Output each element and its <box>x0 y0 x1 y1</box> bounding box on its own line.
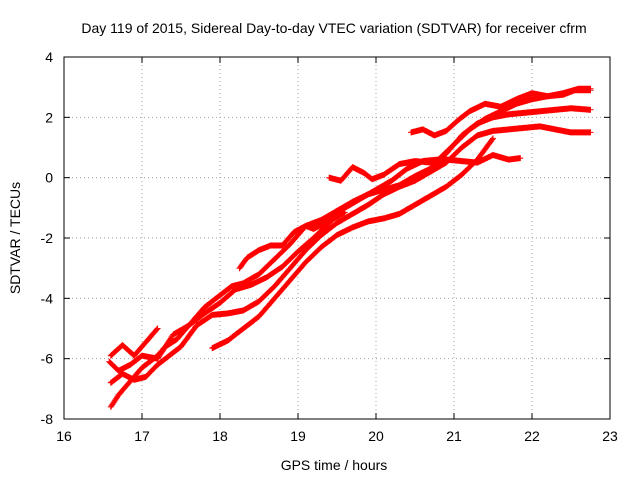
series-markers <box>408 85 594 139</box>
y-tick-label: 0 <box>45 170 53 186</box>
series-track-f <box>236 209 348 272</box>
series-markers <box>326 152 524 184</box>
series-track-e <box>209 135 496 352</box>
y-tick-label: -6 <box>41 351 54 367</box>
x-tick-label: 16 <box>56 428 72 444</box>
y-tick-label: -4 <box>41 290 54 306</box>
x-tick-label: 18 <box>212 428 228 444</box>
axis-ticks: 16 17 18 19 20 21 22 23 -8 -6 -4 -2 0 2 4 <box>41 49 618 444</box>
y-tick-label: -8 <box>41 411 54 427</box>
x-tick-label: 17 <box>134 428 150 444</box>
x-tick-label: 22 <box>524 428 540 444</box>
series-markers <box>107 87 594 410</box>
series-track-h <box>408 85 594 139</box>
x-axis-label: GPS time / hours <box>281 457 388 473</box>
y-tick-label: 4 <box>45 49 53 65</box>
y-tick-label: 2 <box>45 109 53 125</box>
series-markers <box>107 123 594 386</box>
series-markers <box>107 325 161 359</box>
data-series <box>106 85 594 410</box>
series-track-d <box>107 325 161 359</box>
series-markers <box>209 135 496 352</box>
x-tick-label: 23 <box>602 428 618 444</box>
x-tick-label: 20 <box>368 428 384 444</box>
y-axis-label: SDTVAR / TECUs <box>7 182 23 294</box>
series-markers <box>236 209 348 272</box>
series-track-c <box>107 87 594 410</box>
x-tick-label: 21 <box>446 428 462 444</box>
chart-title: Day 119 of 2015, Sidereal Day-to-day VTE… <box>81 20 586 36</box>
series-track-b <box>107 123 594 386</box>
series-track-g <box>326 152 524 184</box>
x-tick-label: 19 <box>290 428 306 444</box>
y-tick-label: -2 <box>41 230 54 246</box>
